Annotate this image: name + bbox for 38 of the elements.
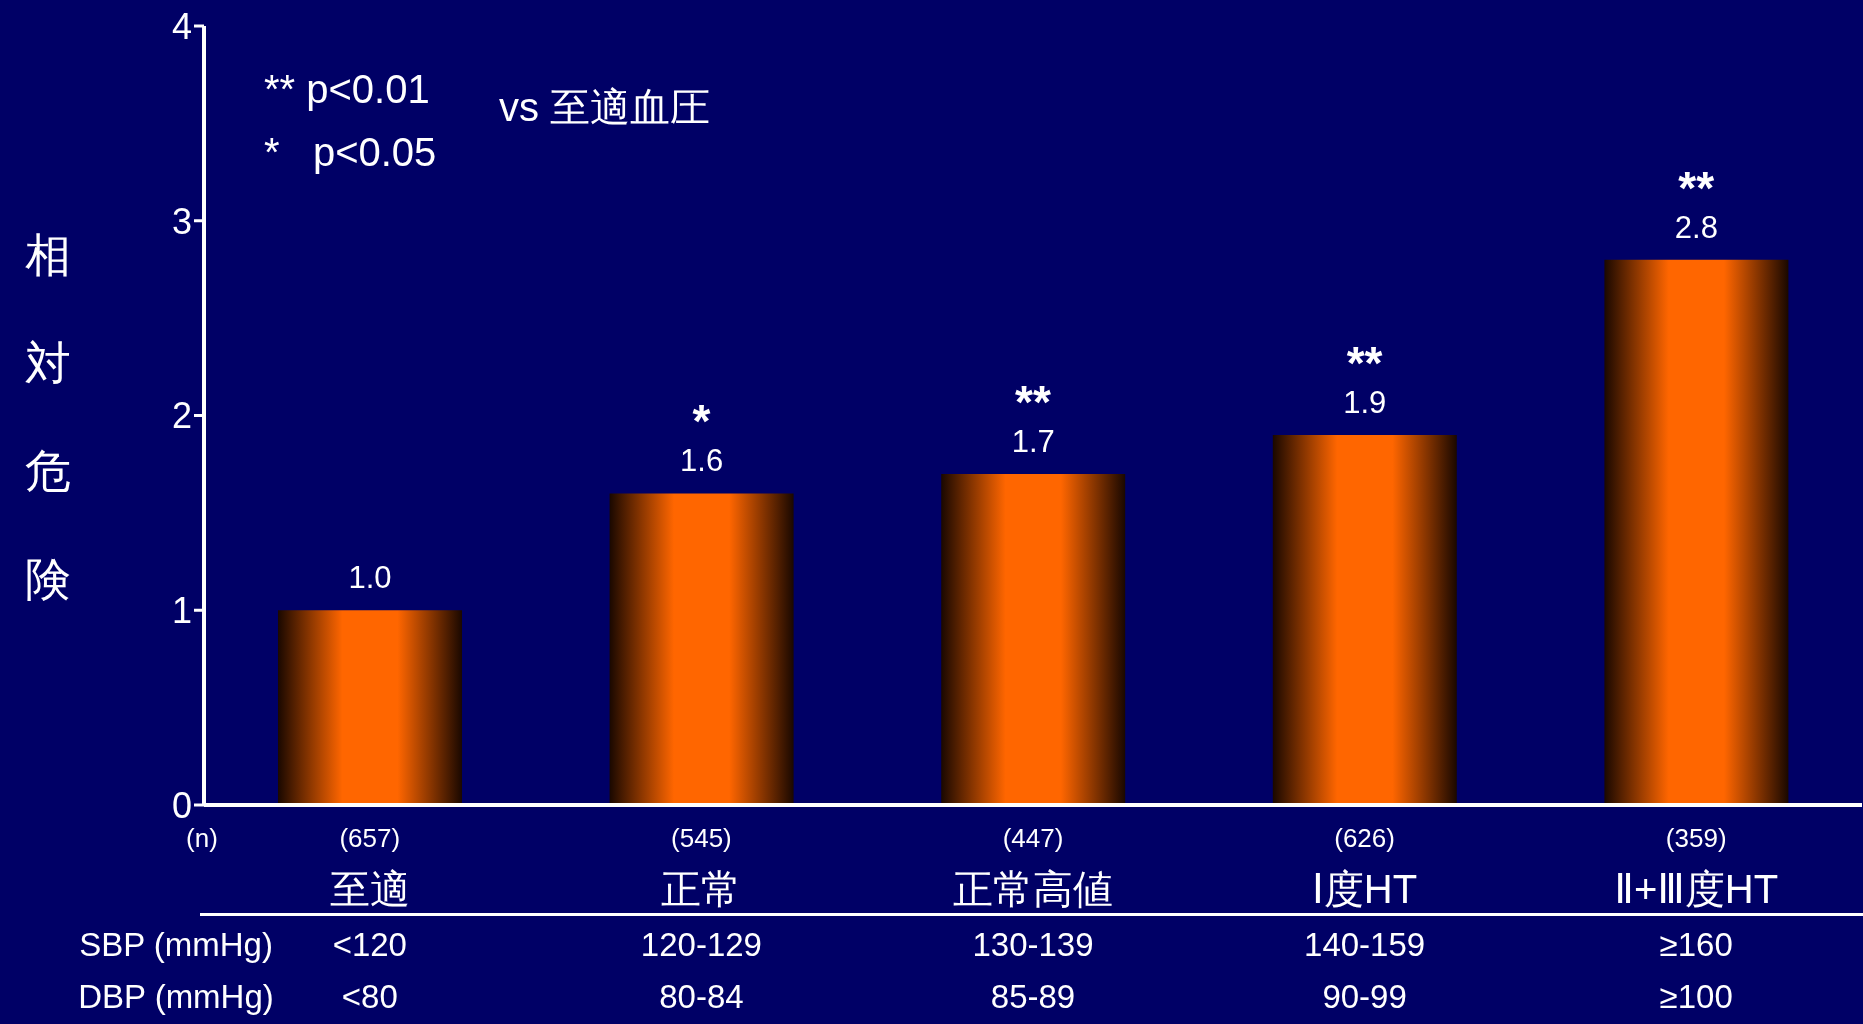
text: SBP (mmHg) <box>79 925 273 963</box>
y-tick-label: 1 <box>171 590 192 632</box>
bar <box>941 473 1126 805</box>
y-tick-label: 3 <box>171 200 192 242</box>
x-tick-label: Ⅰ度HT <box>1312 867 1418 911</box>
text: <80 <box>341 977 398 1015</box>
y-tick-label: 2 <box>171 395 192 437</box>
bar <box>1272 434 1457 805</box>
y-tick-label: 0 <box>171 784 192 826</box>
text: 相対危険 <box>25 229 71 605</box>
text: 85-89 <box>990 977 1076 1015</box>
text: (359) <box>1665 823 1727 853</box>
bar <box>609 493 794 805</box>
text: (657) <box>339 823 401 853</box>
x-tick-label: 至適 <box>329 867 410 911</box>
text: 120-129 <box>640 925 762 963</box>
annotation: * p<0.05 <box>264 130 437 174</box>
text: (n) <box>186 823 218 853</box>
text: ≥160 <box>1659 925 1733 963</box>
text: (626) <box>1334 823 1395 853</box>
text: DBP (mmHg) <box>78 977 274 1015</box>
text: (447) <box>1002 823 1064 853</box>
annotation: vs 至適血圧 <box>499 85 711 129</box>
x-tick-label: 正常高値 <box>953 867 1113 911</box>
text: 80-84 <box>659 977 744 1015</box>
text: 140-159 <box>1304 925 1426 963</box>
bar <box>1604 259 1789 805</box>
text: ≥100 <box>1659 977 1733 1015</box>
text: 130-139 <box>972 925 1094 963</box>
annotation: ** p<0.01 <box>264 67 430 111</box>
x-tick-label: Ⅱ+Ⅲ度HT <box>1614 867 1779 911</box>
x-tick-label: 正常 <box>661 867 742 911</box>
data-label: 1.0 <box>348 560 392 596</box>
text: (545) <box>671 823 732 853</box>
bar <box>278 610 462 805</box>
text: <120 <box>332 925 407 963</box>
text: 90-99 <box>1322 977 1407 1015</box>
y-tick-label: 4 <box>171 5 192 47</box>
